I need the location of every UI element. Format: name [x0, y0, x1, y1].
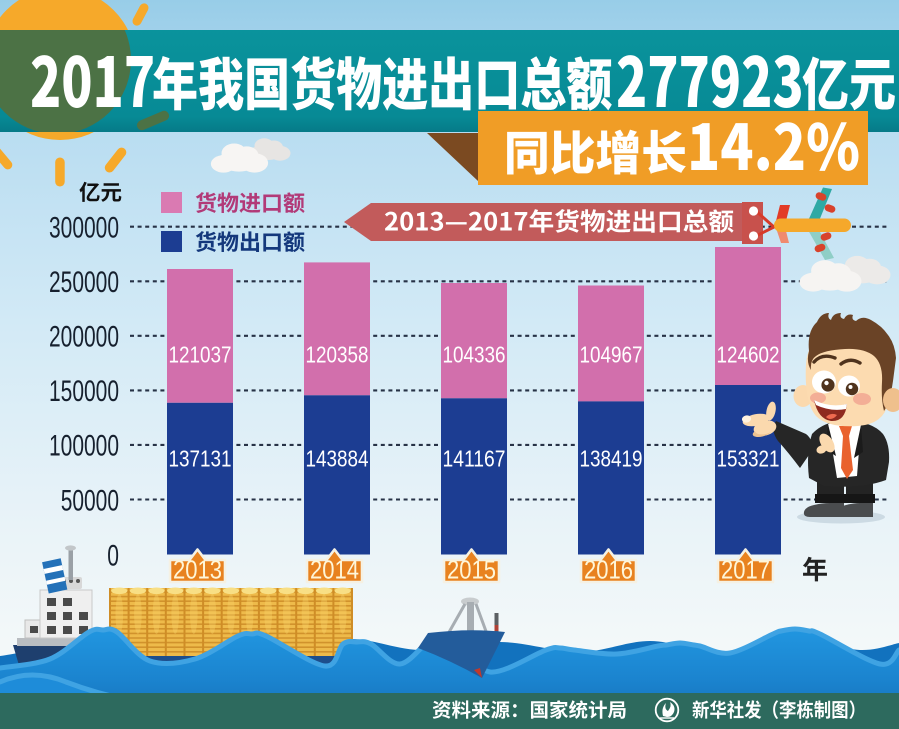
svg-text:2017: 2017: [721, 555, 770, 585]
svg-text:0: 0: [107, 539, 119, 572]
svg-text:104336: 104336: [443, 342, 506, 368]
svg-text:100000: 100000: [49, 430, 119, 463]
svg-text:153321: 153321: [717, 446, 780, 472]
svg-text:120358: 120358: [306, 342, 369, 368]
svg-text:104967: 104967: [580, 342, 643, 368]
svg-text:141167: 141167: [443, 446, 506, 472]
svg-text:124602: 124602: [717, 342, 780, 368]
svg-text:138419: 138419: [580, 446, 643, 472]
svg-text:137131: 137131: [169, 446, 232, 472]
svg-text:2013: 2013: [173, 555, 222, 585]
svg-text:150000: 150000: [49, 375, 119, 408]
svg-text:143884: 143884: [306, 446, 369, 472]
svg-text:2015: 2015: [447, 555, 496, 585]
svg-text:200000: 200000: [49, 321, 119, 354]
svg-text:300000: 300000: [49, 212, 119, 245]
svg-text:2014: 2014: [310, 555, 359, 585]
svg-text:50000: 50000: [61, 484, 119, 517]
svg-text:2016: 2016: [584, 555, 633, 585]
svg-text:121037: 121037: [169, 342, 232, 368]
svg-text:250000: 250000: [49, 266, 119, 299]
